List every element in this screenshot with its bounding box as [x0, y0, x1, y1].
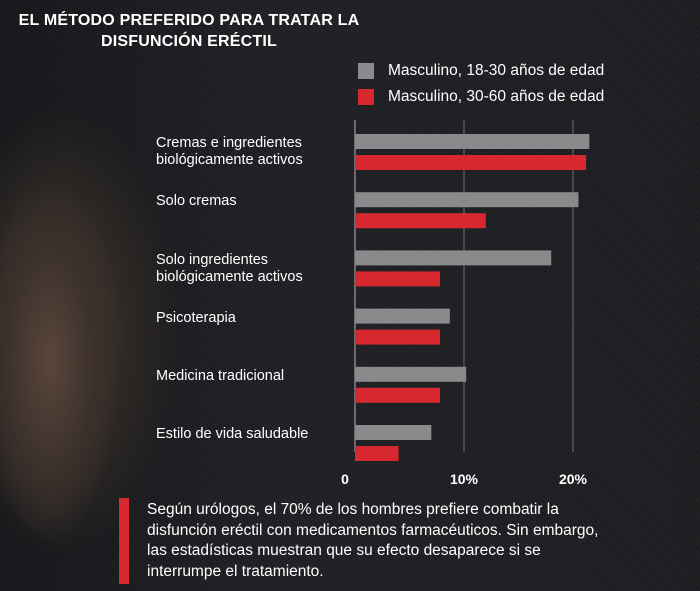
category-label-6: Estilo de vida saludable [156, 426, 309, 442]
bar-4-series-1 [355, 308, 450, 324]
bar-6-series-1 [355, 425, 432, 440]
x-tick-label-3: 20% [559, 471, 588, 487]
legend-item-series-2: Masculino, 30-60 años de edad [358, 84, 604, 110]
category-label-2: Solo cremas [156, 193, 237, 209]
category-label-3: Solo ingredientes biológicamente activos [156, 252, 303, 285]
bar-2-series-1 [355, 192, 579, 208]
chart-title: EL MÉTODO PREFERIDO PARA TRATAR LA DISFU… [18, 12, 360, 50]
legend-label-series-1: Masculino, 18-30 años de edad [388, 62, 605, 79]
category-label-5: Medicina tradicional [156, 368, 285, 384]
legend-item-series-1: Masculino, 18-30 años de edad [358, 58, 604, 84]
category-label-4: Psicoterapia [156, 310, 236, 326]
legend: Masculino, 18-30 años de edad Masculino,… [358, 58, 604, 110]
legend-swatch-gray [358, 63, 374, 79]
bar-4-series-2 [355, 329, 441, 345]
x-tick-label-1: 0 [341, 471, 349, 487]
legend-swatch-red [358, 89, 374, 105]
note-text: Según urólogos, el 70% de los hombres pr… [147, 501, 599, 580]
bar-2-series-2 [355, 213, 486, 229]
category-label-1: Cremas e ingredientes biológicamente act… [156, 135, 303, 168]
bar-5-series-2 [355, 387, 441, 403]
bar-3-series-2 [355, 271, 441, 287]
bar-6-series-2 [355, 446, 399, 461]
legend-label-series-2: Masculino, 30-60 años de edad [388, 88, 605, 105]
bar-3-series-1 [355, 250, 552, 266]
note-accent-bar [119, 498, 129, 584]
bar-1-series-2 [355, 155, 587, 170]
x-tick-label-2: 10% [450, 471, 479, 487]
bar-5-series-1 [355, 366, 467, 382]
bar-1-series-1 [355, 134, 590, 149]
